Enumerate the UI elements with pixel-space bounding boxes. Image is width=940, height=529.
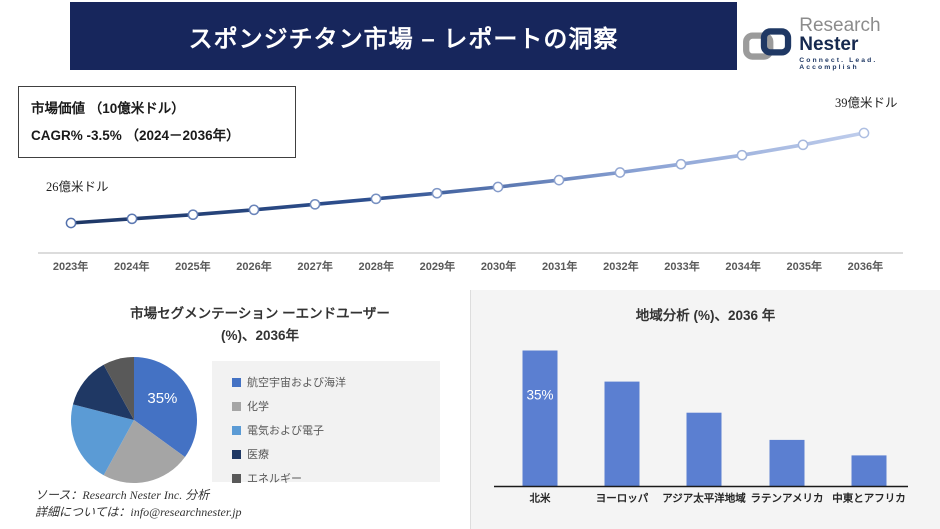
legend-swatch-icon: [232, 473, 241, 483]
footer: ソース：Research Nester Inc. 分析 詳細については：info…: [35, 487, 242, 522]
bar-category-label: アジア太平洋地域: [662, 492, 746, 505]
logo-text: Research Nester Connect. Lead. Accomplis…: [799, 16, 940, 71]
researchnester-logo: Research Nester Connect. Lead. Accomplis…: [742, 16, 940, 71]
legend-item: 電気および電子: [232, 418, 440, 442]
line-data-point: [797, 139, 809, 151]
pie-title-line2: (%)、2036年: [220, 328, 300, 344]
line-data-point: [431, 187, 443, 199]
line-end-value-label: 39億米ドル: [835, 96, 898, 110]
x-axis-label: 2036年: [847, 261, 884, 273]
line-data-point: [309, 198, 321, 210]
x-axis-label: 2035年: [786, 261, 822, 273]
market-value-box: 市場価値 （10億米ドル） CAGR% -3.5% （2024－2036年）: [18, 86, 296, 158]
bar-chart-title: 地域分析 (%)、2036 年: [635, 308, 776, 323]
line-data-point: [65, 217, 77, 229]
logo-tagline: Connect. Lead. Accomplish: [799, 57, 878, 71]
line-chart: [38, 127, 903, 254]
x-axis-label: 2025年: [175, 261, 211, 273]
line-data-point: [248, 204, 260, 216]
logo-word-research: Research: [799, 15, 881, 36]
legend-label: 航空宇宙および海洋: [247, 377, 346, 389]
pie-slice: [103, 420, 185, 484]
pie-slice: [134, 357, 198, 458]
legend-swatch-icon: [232, 401, 241, 411]
line-data-point: [126, 213, 138, 225]
line-data-point: [736, 149, 748, 161]
line-data-point: [492, 181, 504, 193]
region-panel: 地域分析 (%)、2036 年 北米 ヨーロッパ アジア太平洋地域 ラテンアメリカ 中東…: [470, 290, 940, 529]
bar: [686, 412, 722, 487]
header-bar: スポンジチタン市場 – レポートの洞察: [70, 2, 737, 70]
legend-item: 医療: [232, 442, 440, 466]
source-note: ソース：Research Nester Inc. 分析: [35, 488, 210, 502]
line-data-point: [858, 127, 870, 139]
bar: [851, 455, 887, 487]
x-axis-label: 2033年: [664, 261, 700, 273]
bar-category-label: 北米: [530, 492, 551, 505]
legend-item: 航空宇宙および海洋: [232, 370, 440, 394]
pie-slice: [72, 364, 134, 420]
pie-slice: [103, 357, 134, 420]
x-axis-label: 2028年: [358, 261, 395, 273]
bar: [522, 350, 558, 487]
pie-slice: [70, 404, 134, 476]
x-axis-label: 2023年: [52, 261, 89, 273]
x-axis-label: 2026年: [236, 261, 272, 273]
bar-category-label: ラテンアメリカ: [751, 493, 824, 505]
line-start-value-label: 26億米ドル: [46, 180, 109, 194]
x-axis-label: 2032年: [603, 261, 639, 273]
legend-item: 化学: [232, 394, 440, 418]
line-data-point: [675, 158, 687, 170]
x-axis-label: 2029年: [419, 261, 456, 273]
line-data-point: [553, 174, 565, 186]
x-axis-labels: 2023年 2024年 2025年 2026年 2027年 2028年 2029年 2030年…: [40, 258, 896, 274]
bar-chart: 北米 ヨーロッパ アジア太平洋地域 ラテンアメリカ 中東とアフリカ 35%: [494, 350, 908, 505]
legend-swatch-icon: [232, 377, 241, 387]
bar: [769, 439, 805, 487]
market-value-label: 市場価値 （10億米ドル）: [31, 101, 185, 116]
legend-label: 医療: [247, 449, 269, 461]
pie-legend: 航空宇宙および海洋 化学電気および電子 医療エネルギー: [212, 361, 440, 485]
page-title: スポンジチタン市場 – レポートの洞察: [188, 25, 619, 53]
logo-word-nester: Nester: [799, 34, 859, 55]
line-data-point: [187, 209, 199, 221]
legend-item: エネルギー: [232, 466, 440, 490]
logo-wordmark: Research Nester: [799, 16, 940, 54]
pie-data-label: 35%: [147, 390, 177, 407]
cagr-label: CAGR% -3.5% （2024－2036年）: [31, 128, 240, 143]
contact-note: 詳細については：info@researchnester.jp: [35, 505, 242, 520]
bar: [604, 381, 640, 487]
bar-category-label: ヨーロッパ: [596, 493, 649, 505]
chain-links-icon: [743, 27, 792, 60]
legend-label: 電気および電子: [247, 425, 324, 437]
bar-category-label: 中東とアフリカ: [832, 492, 906, 505]
legend-label: 化学: [247, 401, 269, 413]
pie-chart: 35%: [70, 357, 198, 484]
legend-swatch-icon: [232, 449, 241, 459]
x-axis-label: 2034年: [725, 261, 761, 273]
pie-chart-title: 市場セグメンテーション ーエンドユーザー (%)、2036年: [70, 303, 450, 348]
bar-data-label: 35%: [526, 388, 553, 403]
pie-title-line1: 市場セグメンテーション ーエンドユーザー: [130, 306, 390, 321]
x-axis-label: 2031年: [541, 261, 578, 273]
legend-label: エネルギー: [247, 473, 302, 485]
line-data-point: [614, 167, 626, 178]
line-data-point: [370, 193, 382, 205]
x-axis-label: 2030年: [480, 261, 517, 273]
legend-swatch-icon: [232, 425, 241, 435]
x-axis-label: 2027年: [297, 261, 333, 273]
x-axis-label: 2024年: [113, 261, 150, 273]
